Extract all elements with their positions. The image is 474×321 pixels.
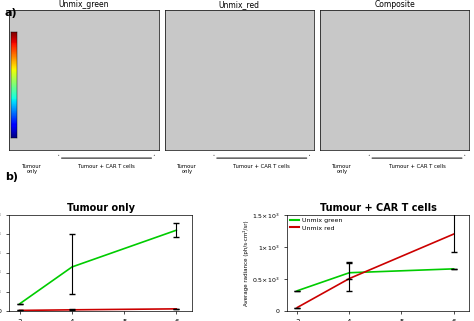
Y-axis label: Average radiance (ph/s·cm²/sr): Average radiance (ph/s·cm²/sr) (243, 220, 249, 306)
Text: a): a) (5, 8, 18, 18)
Text: b): b) (5, 172, 18, 182)
Title: Unmix_red: Unmix_red (219, 0, 260, 9)
Text: Tumour
only: Tumour only (332, 164, 352, 175)
Text: Tumour
only: Tumour only (22, 164, 42, 175)
Text: Tumour + CAR T cells: Tumour + CAR T cells (233, 164, 290, 169)
Title: Unmix_green: Unmix_green (59, 0, 109, 9)
Text: Tumour + CAR T cells: Tumour + CAR T cells (78, 164, 135, 169)
Title: Composite: Composite (374, 0, 415, 9)
Text: Tumour + CAR T cells: Tumour + CAR T cells (389, 164, 446, 169)
Text: Tumour
only: Tumour only (177, 164, 197, 175)
Title: Tumour + CAR T cells: Tumour + CAR T cells (319, 203, 437, 213)
Title: Tumour only: Tumour only (67, 203, 135, 213)
Legend: Unmix green, Unmix red: Unmix green, Unmix red (290, 218, 342, 230)
